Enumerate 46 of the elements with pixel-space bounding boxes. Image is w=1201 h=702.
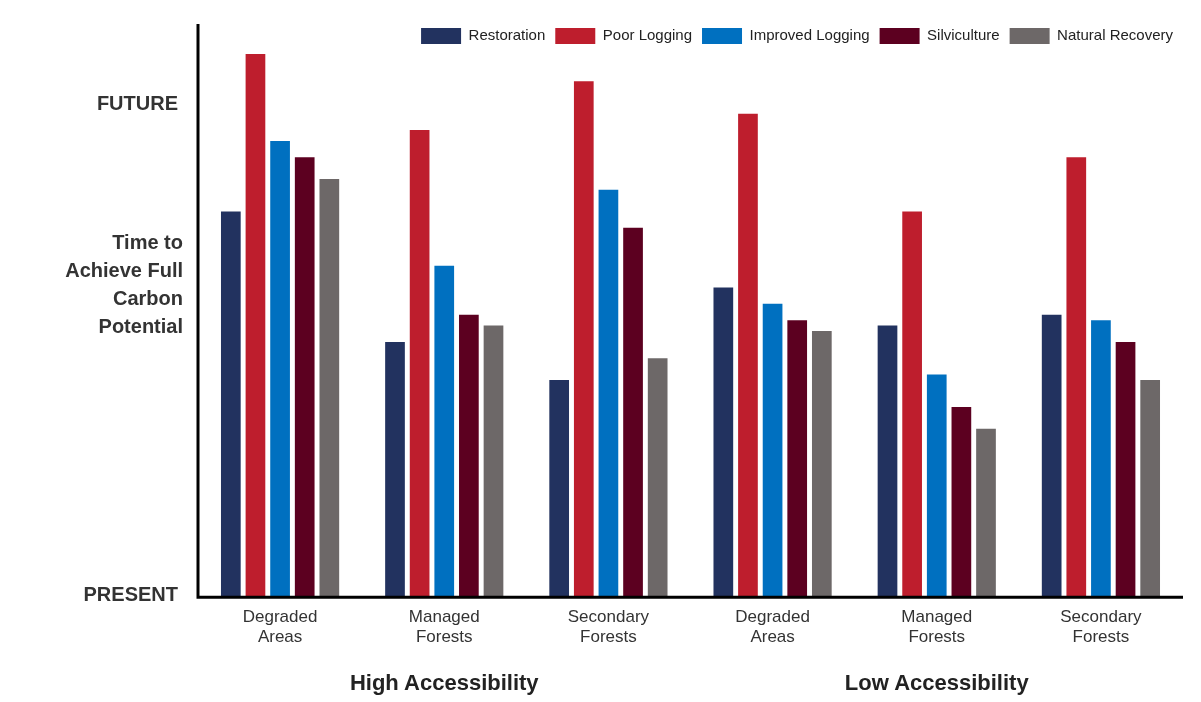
x-tick-label: Secondary Forests [1060,607,1143,647]
y-axis-title: Time to Achieve Full Carbon Potential [65,231,183,338]
bar [270,140,290,598]
bar [245,54,266,598]
bar [738,113,758,598]
bar [713,287,734,598]
bar [1140,379,1161,598]
x-tick-label: Degraded Areas [735,607,810,647]
bar [976,428,996,598]
bar [409,130,430,598]
x-tick-label: Secondary Forests [567,607,650,647]
x-tick-label: Degraded Areas [242,607,318,647]
bar [647,358,668,598]
bar [877,325,898,598]
bar [220,211,241,598]
legend-label: Silviculture [927,26,1000,44]
bar [319,178,340,598]
text: Low Accessibility [844,670,1030,695]
bar [902,211,922,598]
bar [811,331,832,598]
x-tick-label: Managed Forests [901,607,973,647]
text: FUTURE [96,91,178,114]
bar [926,374,947,598]
bar [1041,314,1062,598]
text: High Accessibility [349,670,540,695]
bar [598,189,619,598]
bar [549,379,570,598]
legend-label: Poor Logging [602,26,693,44]
bar [483,325,504,598]
legend-label: Restoration [468,26,546,44]
bar [951,407,972,598]
bar [1091,320,1111,598]
bar [294,157,315,598]
bar [762,303,783,598]
bar [787,320,808,598]
legend-label: Improved Logging [749,26,870,44]
bar [623,227,643,598]
bar [1115,341,1136,598]
legend-label: Natural Recovery [1057,26,1174,44]
x-tick-label: Managed Forests [408,607,480,647]
bar [459,314,479,598]
bar [434,265,455,598]
bar [1066,157,1087,598]
bar [573,81,594,598]
text: PRESENT [83,582,178,605]
bar [385,341,405,598]
